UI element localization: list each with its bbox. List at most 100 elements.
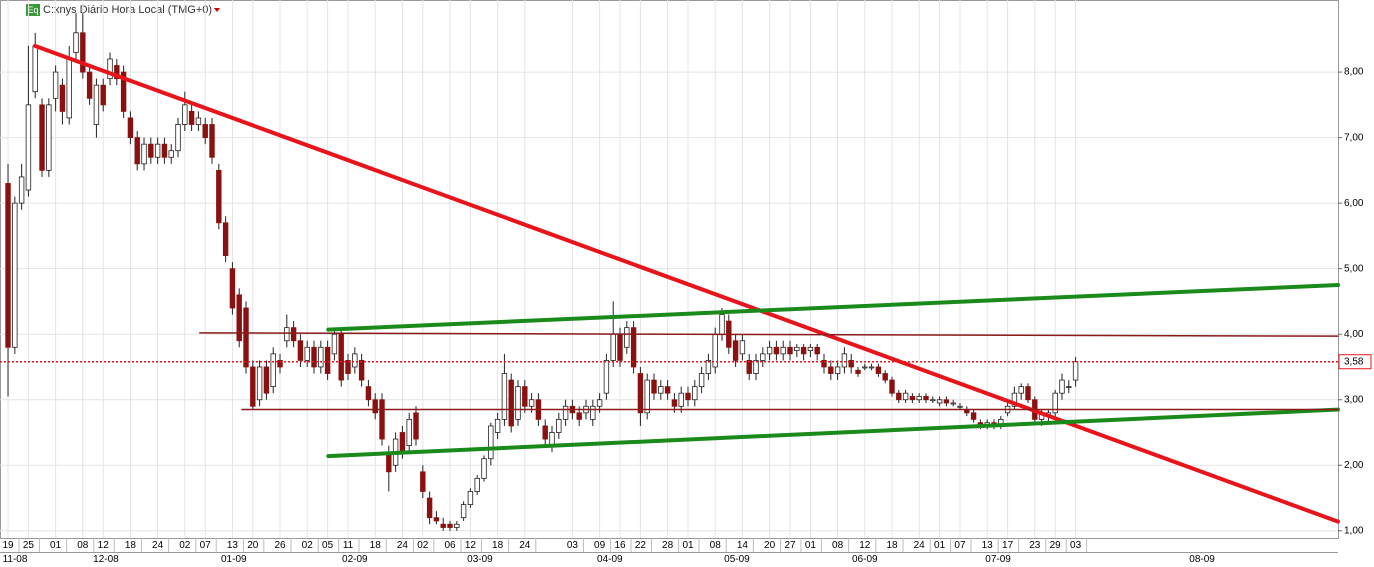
candle-body <box>229 268 236 309</box>
x-tick-label: 22 <box>635 540 647 551</box>
x-tick-label: 03 <box>567 540 579 551</box>
candle-body <box>345 360 351 374</box>
candle-body <box>528 399 535 407</box>
candle-body <box>107 58 113 80</box>
month-label: 12-08 <box>93 554 119 565</box>
x-tick-label: 20 <box>764 540 776 551</box>
candle-body <box>773 346 780 355</box>
candle-body <box>216 169 222 224</box>
candle-body <box>488 425 494 460</box>
candle-body <box>664 386 671 394</box>
candle-body <box>719 314 725 335</box>
candle-body <box>358 360 365 381</box>
candle-body <box>658 386 664 394</box>
candle-body <box>1011 392 1018 407</box>
candle-body <box>73 32 79 53</box>
month-label: 08-09 <box>1189 554 1215 565</box>
candle-body <box>814 346 820 355</box>
candle-body <box>304 346 310 361</box>
candle-body <box>508 379 514 427</box>
candle-body <box>454 523 460 528</box>
x-tick-label: 07 <box>954 540 966 551</box>
candle-body <box>753 360 759 374</box>
candle-body <box>841 353 848 368</box>
x-tick-label: 01 <box>682 540 694 551</box>
candle-body <box>671 399 678 407</box>
x-tick-label: 23 <box>1029 540 1041 551</box>
y-tick-label: 3,00 <box>1344 394 1364 405</box>
candle-body <box>127 117 134 139</box>
x-tick-label: 18 <box>492 540 504 551</box>
candle-body <box>467 491 474 505</box>
candle-body <box>168 150 174 158</box>
x-tick-label: 12 <box>465 540 477 551</box>
candle-body <box>766 346 773 355</box>
candle-body <box>352 353 358 368</box>
x-tick-label: 09 <box>594 540 606 551</box>
trend-line <box>33 43 1340 524</box>
x-tick-label: 01 <box>805 540 817 551</box>
candle-body <box>46 104 52 171</box>
x-tick-label: 26 <box>274 540 286 551</box>
candle-body <box>902 392 909 401</box>
candle-body <box>32 45 38 93</box>
candle-body <box>522 386 528 407</box>
x-tick-label: 29 <box>1050 540 1062 551</box>
y-tick-label: 1,00 <box>1344 525 1364 536</box>
last-price-box <box>1338 354 1372 370</box>
x-tick-label: 28 <box>662 540 674 551</box>
candle-body <box>250 366 256 407</box>
candle-body <box>556 418 562 433</box>
candle-body <box>413 412 419 440</box>
candle-body <box>209 124 215 158</box>
month-label: 03-09 <box>467 554 493 565</box>
candle-body <box>760 353 766 361</box>
candle-body <box>957 405 963 408</box>
candle-body <box>787 346 793 355</box>
chart-title: C:xnys Diário Hora Local (TMG+0) <box>43 4 212 16</box>
candle-body <box>59 84 66 112</box>
trend-line <box>326 407 1340 459</box>
x-tick-label: 07 <box>200 540 212 551</box>
candle-body <box>52 71 59 99</box>
x-tick-label: 24 <box>914 540 926 551</box>
candle-body <box>80 32 86 73</box>
candle-body <box>406 418 412 447</box>
trend-line <box>326 283 1340 332</box>
x-tick-label: 18 <box>886 540 898 551</box>
candle-body <box>590 405 596 420</box>
candle-body <box>134 137 140 165</box>
month-label: 11-08 <box>3 554 28 565</box>
candle-body <box>1072 361 1079 381</box>
x-tick-label: 17 <box>1002 540 1014 551</box>
title-dropdown[interactable] <box>214 8 220 12</box>
x-tick-label: 24 <box>397 540 409 551</box>
candle-body <box>896 392 902 401</box>
month-label: 04-09 <box>597 554 623 565</box>
y-tick-label: 6,00 <box>1344 198 1364 209</box>
x-tick-label: 16 <box>614 540 626 551</box>
candle-body <box>1052 392 1058 414</box>
candle-body <box>284 327 290 342</box>
candle-body <box>637 373 644 414</box>
candle-body <box>875 366 882 374</box>
candle-body <box>25 104 32 191</box>
candle-body <box>447 523 453 528</box>
candle-body <box>617 333 623 361</box>
x-tick-label: 27 <box>784 540 796 551</box>
candle-body <box>311 346 317 368</box>
month-label: 02-09 <box>342 554 368 565</box>
candle-body <box>705 360 712 374</box>
candle-body <box>882 373 888 381</box>
month-label: 05-09 <box>724 554 750 565</box>
candle-body <box>270 353 276 388</box>
candle-body <box>576 412 582 420</box>
candle-body <box>780 346 786 355</box>
candle-body <box>732 340 739 361</box>
candle-body <box>970 412 977 420</box>
candle-body <box>868 366 875 369</box>
y-tick-label: 4,00 <box>1344 329 1364 340</box>
candle-body <box>161 143 168 158</box>
badge: Eq <box>27 5 38 15</box>
candle-body <box>916 396 922 401</box>
